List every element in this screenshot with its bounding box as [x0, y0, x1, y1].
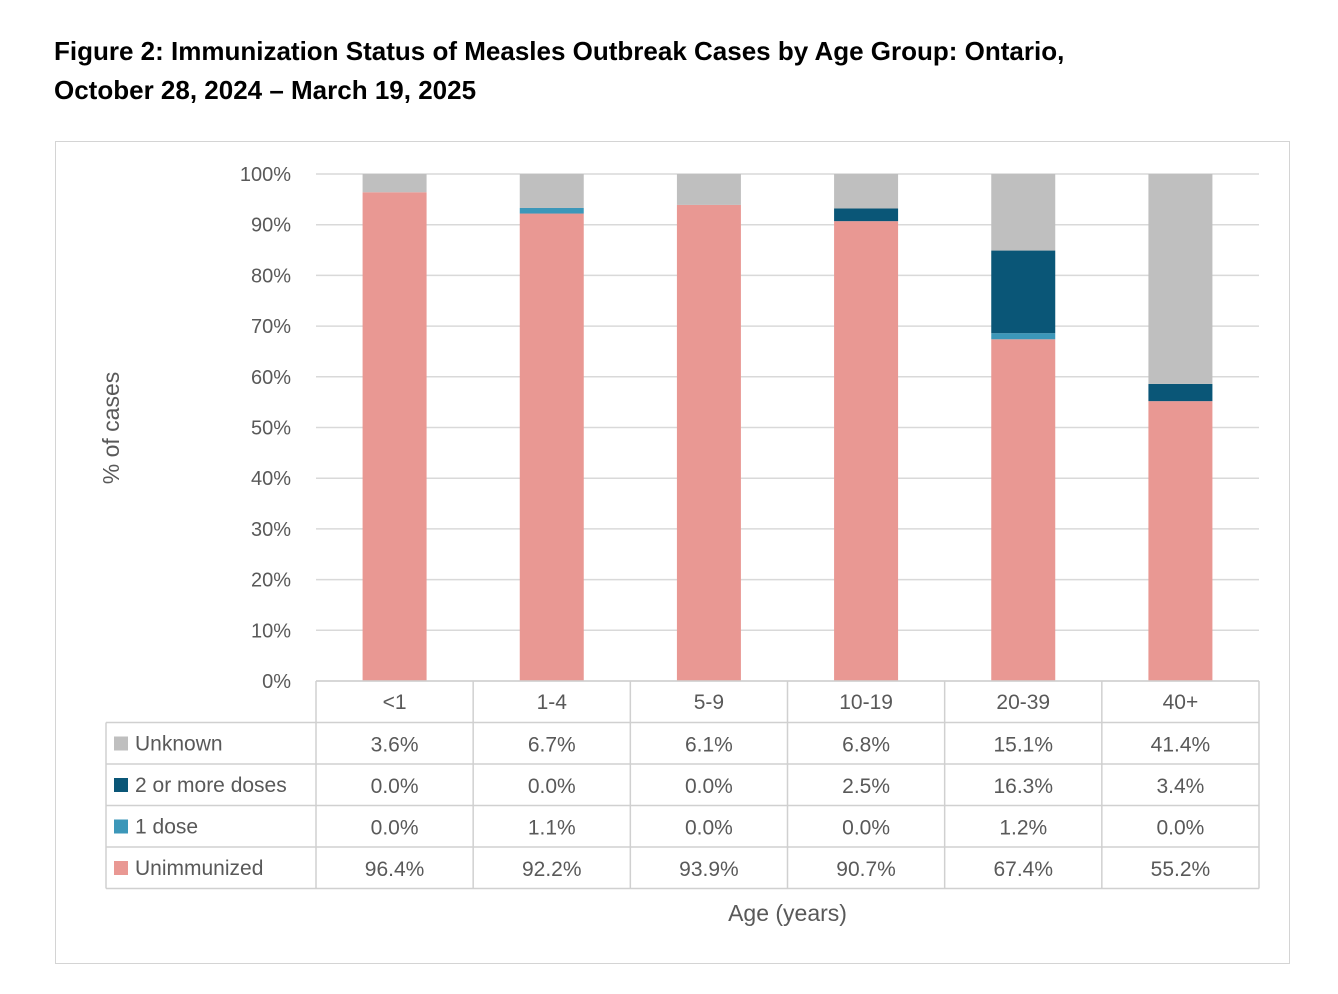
- data-label: 92.2%: [522, 858, 582, 881]
- legend-swatch: [114, 861, 128, 875]
- legend-swatch: [114, 736, 128, 751]
- bars: [362, 174, 1213, 681]
- data-label: 6.8%: [842, 734, 890, 757]
- y-tick-label: 80%: [251, 265, 291, 287]
- data-label: 15.1%: [993, 734, 1053, 757]
- figure-title-line-1: Figure 2: Immunization Status of Measles…: [54, 36, 1065, 66]
- data-label: 0.0%: [528, 775, 576, 798]
- y-tick-label: 40%: [251, 468, 291, 490]
- x-tick-label: 5-9: [694, 691, 724, 714]
- x-tick-label: <1: [383, 691, 407, 714]
- data-label: 6.7%: [528, 734, 576, 757]
- x-axis-title: Age (years): [728, 900, 847, 926]
- legend-swatch: [114, 778, 128, 792]
- gridlines: [316, 173, 1259, 682]
- data-label: 0.0%: [371, 817, 419, 840]
- bar-segment: [834, 221, 899, 681]
- figure-title: Figure 2: Immunization Status of Measles…: [54, 32, 1254, 110]
- legend-label: Unimmunized: [135, 857, 263, 880]
- bar-segment: [362, 174, 427, 193]
- data-label: 93.9%: [679, 858, 739, 881]
- x-tick-label: 1-4: [537, 691, 568, 714]
- stacked-bar-chart: 0% 10% 20% 30% 40% 50% 60% 70% 80% 90% 100% <1 1-4 5…: [98, 164, 1260, 926]
- bar-segment: [1148, 174, 1213, 384]
- data-label: 1.1%: [528, 817, 576, 840]
- bar-segment: [991, 339, 1056, 681]
- bar-segment: [519, 207, 584, 214]
- data-label: 90.7%: [836, 858, 896, 881]
- data-label: 0.0%: [371, 775, 419, 798]
- data-label: 55.2%: [1151, 858, 1211, 881]
- x-tick-label: 10-19: [839, 691, 893, 714]
- x-tick-label: 40+: [1163, 691, 1199, 714]
- y-tick-label: 100%: [240, 164, 291, 186]
- y-tick-label: 50%: [251, 418, 291, 440]
- legend-label: 2 or more doses: [135, 774, 287, 797]
- data-label: 3.4%: [1156, 775, 1204, 798]
- bar-segment: [1148, 383, 1213, 402]
- bar-segment: [834, 174, 899, 209]
- y-tick-label: 60%: [251, 367, 291, 389]
- data-label: 96.4%: [365, 858, 425, 881]
- y-tick-label: 90%: [251, 215, 291, 237]
- y-tick-labels: 0% 10% 20% 30% 40% 50% 60% 70% 80% 90% 100%: [240, 164, 291, 693]
- bar-segment: [362, 192, 427, 681]
- y-tick-label: 30%: [251, 519, 291, 541]
- chart-frame: 0% 10% 20% 30% 40% 50% 60% 70% 80% 90% 100% <1 1-4 5…: [55, 141, 1290, 964]
- bar-segment: [519, 174, 584, 208]
- y-tick-label: 70%: [251, 316, 291, 338]
- data-label: 0.0%: [842, 817, 890, 840]
- data-table: <1 1-4 5-9 10-19 20-39 40+ Unknown 3.6% 6.7% 6.1%…: [105, 680, 1260, 890]
- data-label: 1.2%: [999, 817, 1047, 840]
- data-label: 16.3%: [993, 775, 1053, 798]
- bar-segment: [991, 333, 1056, 340]
- legend-label: Unknown: [135, 733, 223, 756]
- data-label: 2.5%: [842, 775, 890, 798]
- bar-segment: [991, 174, 1056, 251]
- bar-segment: [676, 204, 741, 681]
- data-label: 0.0%: [685, 817, 733, 840]
- figure-title-line-2: October 28, 2024 – March 19, 2025: [54, 75, 477, 105]
- legend-swatch: [114, 819, 128, 834]
- y-tick-label: 10%: [251, 620, 291, 642]
- data-label: 6.1%: [685, 734, 733, 757]
- data-label: 41.4%: [1151, 734, 1211, 757]
- bar-segment: [676, 174, 741, 205]
- bar-segment: [519, 213, 584, 681]
- bar-segment: [991, 250, 1056, 334]
- data-label: 3.6%: [371, 734, 419, 757]
- y-tick-label: 0%: [262, 671, 291, 693]
- y-axis-title: % of cases: [98, 372, 124, 485]
- data-label: 0.0%: [685, 775, 733, 798]
- x-tick-label: 20-39: [996, 691, 1050, 714]
- bar-segment: [1148, 401, 1213, 681]
- bar-segment: [834, 208, 899, 222]
- legend-label: 1 dose: [135, 816, 198, 839]
- y-tick-label: 20%: [251, 570, 291, 592]
- data-label: 0.0%: [1156, 817, 1204, 840]
- data-label: 67.4%: [993, 858, 1053, 881]
